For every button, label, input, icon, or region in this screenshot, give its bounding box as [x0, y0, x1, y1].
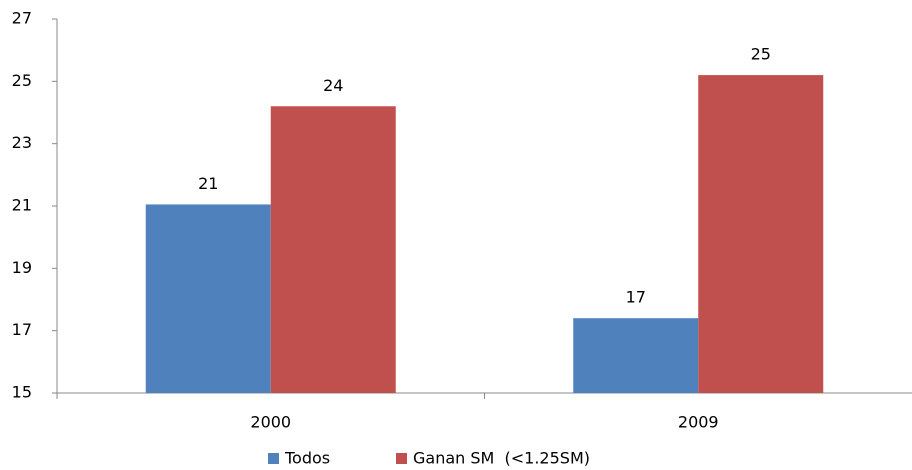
- x-tick-label: 2009: [678, 413, 719, 432]
- data-label: 24: [323, 76, 343, 95]
- y-tick-label: 27: [12, 9, 32, 28]
- data-label: 17: [626, 288, 646, 307]
- y-tick-label: 21: [12, 196, 32, 215]
- y-tick-label: 17: [12, 320, 32, 339]
- bar: [698, 75, 824, 393]
- y-tick-label: 25: [12, 71, 32, 90]
- legend-label: Ganan SM (<1.25SM): [413, 449, 590, 468]
- bar: [145, 204, 271, 393]
- legend-swatch: [396, 453, 407, 464]
- x-tick-label: 2000: [250, 413, 291, 432]
- y-tick-label: 23: [12, 133, 32, 152]
- data-label: 25: [751, 45, 771, 64]
- legend-swatch: [268, 453, 279, 464]
- bar: [573, 318, 699, 393]
- y-tick-label: 19: [12, 258, 32, 277]
- data-label: 21: [198, 174, 218, 193]
- legend-label: Todos: [284, 449, 330, 468]
- y-tick-label: 15: [12, 383, 32, 402]
- bar: [270, 106, 396, 394]
